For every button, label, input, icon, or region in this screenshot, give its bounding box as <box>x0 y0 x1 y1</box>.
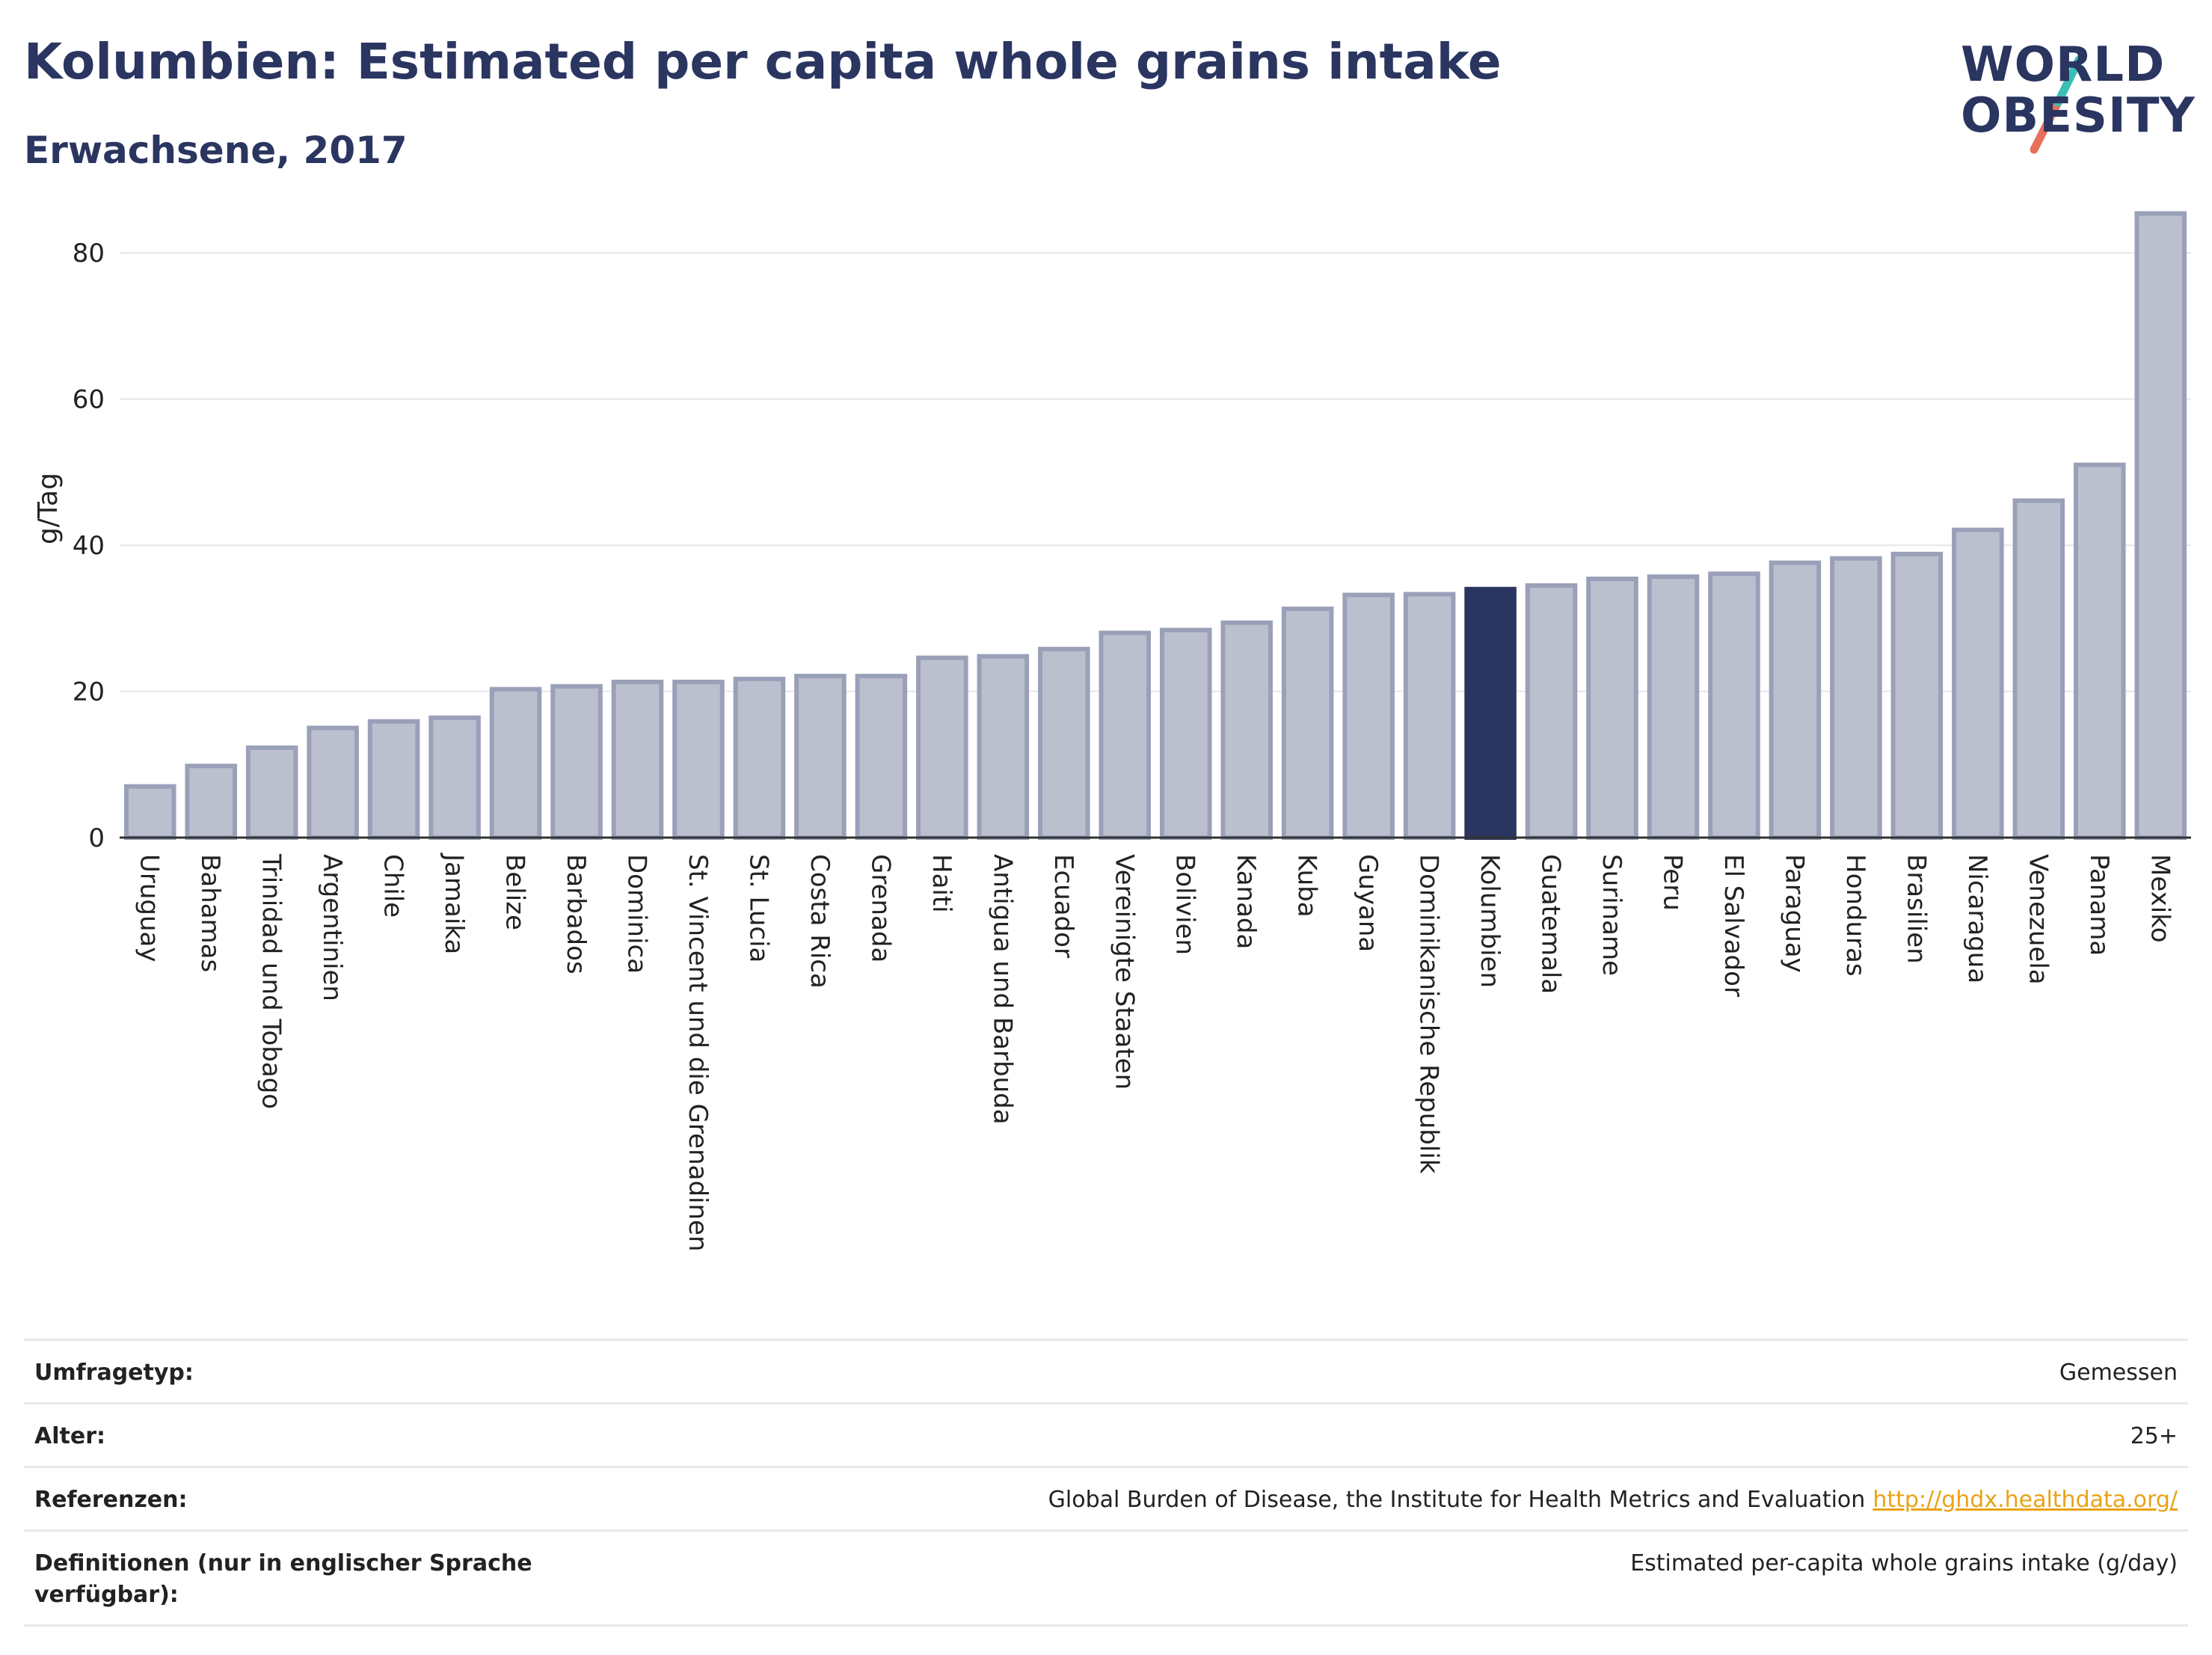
y-axis-ticks: 0 20 40 60 80 <box>73 239 105 853</box>
x-tick-label: Kanada <box>1231 854 1261 949</box>
x-tick-label: Dominica <box>622 854 652 974</box>
bar-chart: 0 20 40 60 80 Uruguay Bahamas Trinidad und Tob… <box>33 211 2191 1252</box>
x-tick-label: Haiti <box>927 854 956 913</box>
x-tick-label: Peru <box>1658 854 1688 911</box>
bar-guyana[interactable] <box>1342 592 1395 841</box>
x-axis-labels: Uruguay Bahamas Trinidad und Tobago Argenti… <box>135 853 2175 1252</box>
bar-kanada[interactable] <box>1220 620 1273 840</box>
bars <box>123 211 2187 841</box>
bar-panama[interactable] <box>2074 462 2126 840</box>
bar-paraguay[interactable] <box>1769 560 1822 841</box>
bar-st-vincent-und-die-grenadinen[interactable] <box>672 679 725 840</box>
bar-barbados[interactable] <box>550 684 603 840</box>
x-tick-label: St. Lucia <box>743 854 773 962</box>
references-label: Referenzen: <box>34 1487 188 1513</box>
x-tick-label: Chile <box>378 854 408 918</box>
x-tick-label: Kolumbien <box>1475 854 1505 988</box>
x-tick-label: Jamaika <box>439 853 469 954</box>
bar-trinidad-und-tobago[interactable] <box>245 745 298 841</box>
y-tick-label: 0 <box>88 823 105 853</box>
x-tick-label: Honduras <box>1840 854 1870 977</box>
bar-belize[interactable] <box>489 687 542 841</box>
x-tick-label: Antigua und Barbuda <box>987 854 1017 1125</box>
references-text: Global Burden of Disease, the Institute … <box>1048 1487 1866 1513</box>
bar-dominica[interactable] <box>611 679 664 840</box>
y-tick-label: 60 <box>73 385 105 415</box>
meta-row-age: Alter: 25+ <box>24 1402 2188 1466</box>
bar-argentinien[interactable] <box>307 725 359 841</box>
y-tick-label: 20 <box>73 678 105 707</box>
x-tick-label: Vereinigte Staaten <box>1109 854 1139 1090</box>
bar-kolumbien[interactable] <box>1464 586 1517 841</box>
x-tick-label: Brasilien <box>1901 854 1931 964</box>
age-label: Alter: <box>34 1423 105 1449</box>
x-tick-label: Bahamas <box>195 854 225 972</box>
meta-row-definitions: Definitionen (nur in englischer Sprache … <box>24 1529 2188 1627</box>
bar-venezuela[interactable] <box>2012 498 2065 841</box>
references-link[interactable]: http://ghdx.healthdata.org/ <box>1872 1487 2178 1513</box>
x-tick-label: Suriname <box>1597 854 1626 976</box>
metadata-table: Umfragetyp: Gemessen Alter: 25+ Referenz… <box>24 1339 2188 1627</box>
x-tick-label: Panama <box>2084 854 2114 956</box>
y-axis-label: g/Tag <box>33 473 64 544</box>
x-tick-label: Grenada <box>865 854 895 962</box>
x-tick-label: Dominikanische Republik <box>1414 854 1444 1174</box>
bar-brasilien[interactable] <box>1890 551 1944 840</box>
x-tick-label: St. Vincent und die Grenadinen <box>683 854 713 1252</box>
x-tick-label: Guatemala <box>1536 854 1566 994</box>
bar-nicaragua[interactable] <box>1952 527 2004 840</box>
bar-honduras[interactable] <box>1830 556 1882 840</box>
chart-subtitle: Erwachsene, 2017 <box>24 129 408 172</box>
age-value: 25+ <box>2130 1423 2178 1449</box>
bar-st-lucia[interactable] <box>733 676 786 840</box>
bar-jamaika[interactable] <box>428 715 481 841</box>
bar-grenada[interactable] <box>855 674 908 840</box>
bar-peru[interactable] <box>1647 574 1700 840</box>
meta-row-survey: Umfragetyp: Gemessen <box>24 1339 2188 1402</box>
x-tick-label: Nicaragua <box>1962 854 1992 983</box>
survey-type-label: Umfragetyp: <box>34 1360 194 1386</box>
references-value: Global Burden of Disease, the Institute … <box>1048 1484 2178 1516</box>
bar-bolivien[interactable] <box>1159 627 1212 840</box>
bar-costa-rica[interactable] <box>794 674 847 840</box>
x-tick-label: Venezuela <box>2023 854 2053 985</box>
bar-ecuador[interactable] <box>1038 646 1090 841</box>
x-tick-label: Argentinien <box>317 854 347 1001</box>
bar-mexiko[interactable] <box>2134 211 2187 840</box>
x-tick-label: Ecuador <box>1048 854 1078 958</box>
x-tick-label: Belize <box>500 854 530 930</box>
bar-kuba[interactable] <box>1281 607 1334 840</box>
x-tick-label: Barbados <box>561 854 591 974</box>
x-tick-label: Kuba <box>1292 854 1322 918</box>
bar-uruguay[interactable] <box>123 784 176 841</box>
meta-row-references: Referenzen: Global Burden of Disease, th… <box>24 1466 2188 1529</box>
x-tick-label: Paraguay <box>1779 854 1809 973</box>
chart-title: Kolumbien: Estimated per capita whole gr… <box>24 33 1502 90</box>
x-tick-label: Costa Rica <box>805 854 835 989</box>
x-tick-label: Uruguay <box>135 854 165 962</box>
bar-suriname[interactable] <box>1586 577 1638 841</box>
survey-type-value: Gemessen <box>2059 1360 2178 1386</box>
x-tick-label: Bolivien <box>1170 854 1200 955</box>
logo-slash-icon <box>2030 55 2083 154</box>
bar-haiti[interactable] <box>916 655 968 840</box>
bar-dominikanische-republik[interactable] <box>1403 592 1456 840</box>
bar-antigua-und-barbuda[interactable] <box>977 654 1030 840</box>
definitions-label: Definitionen (nur in englischer Sprache … <box>34 1550 532 1608</box>
world-obesity-logo: WORLD OBESITY <box>1944 31 2199 159</box>
x-tick-label: Mexiko <box>2145 854 2175 943</box>
x-tick-label: El Salvador <box>1718 854 1748 997</box>
bar-vereinigte-staaten[interactable] <box>1099 630 1152 840</box>
x-tick-label: Trinidad und Tobago <box>256 853 286 1109</box>
bar-chile[interactable] <box>367 719 420 841</box>
bar-guatemala[interactable] <box>1525 583 1578 840</box>
bar-el-salvador[interactable] <box>1708 571 1760 840</box>
definitions-value: Estimated per-capita whole grains intake… <box>1630 1550 2178 1576</box>
logo-line-2: OBESITY <box>1961 88 2196 144</box>
y-tick-label: 40 <box>73 531 105 561</box>
x-tick-label: Guyana <box>1353 854 1383 952</box>
y-tick-label: 80 <box>73 239 105 268</box>
bar-bahamas[interactable] <box>185 764 237 841</box>
logo-line-1: WORLD <box>1961 37 2166 93</box>
